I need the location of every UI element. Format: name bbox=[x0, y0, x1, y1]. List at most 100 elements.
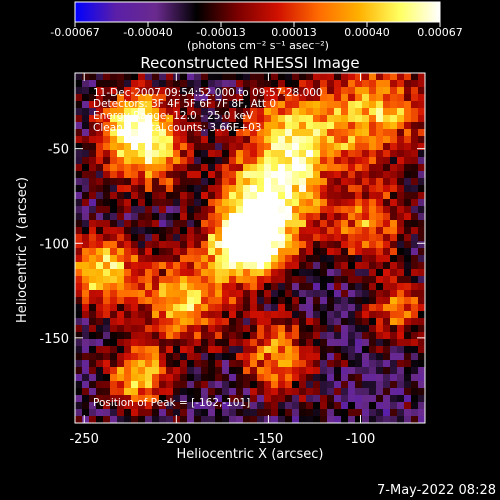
heatmap-cell bbox=[194, 325, 202, 333]
heatmap-cell bbox=[306, 283, 314, 291]
heatmap-cell bbox=[355, 346, 363, 354]
heatmap-cell bbox=[271, 80, 279, 88]
heatmap-cell bbox=[96, 241, 104, 249]
heatmap-cell bbox=[271, 94, 279, 102]
heatmap-cell bbox=[418, 388, 426, 396]
heatmap-cell bbox=[292, 101, 300, 109]
heatmap-cell bbox=[278, 276, 286, 284]
heatmap-cell bbox=[327, 157, 335, 165]
heatmap-cell bbox=[320, 304, 328, 312]
heatmap-cell bbox=[362, 283, 370, 291]
heatmap-cell bbox=[327, 87, 335, 95]
heatmap-cell bbox=[89, 178, 97, 186]
heatmap-cell bbox=[187, 101, 195, 109]
heatmap-cell bbox=[250, 255, 258, 263]
heatmap-cell bbox=[82, 73, 90, 81]
heatmap-cell bbox=[313, 339, 321, 347]
heatmap-cell bbox=[145, 353, 153, 361]
heatmap-cell bbox=[166, 353, 174, 361]
heatmap-cell bbox=[404, 206, 412, 214]
heatmap-cell bbox=[257, 129, 265, 137]
heatmap-cell bbox=[271, 101, 279, 109]
heatmap-cell bbox=[124, 297, 132, 305]
heatmap-cell bbox=[208, 262, 216, 270]
heatmap-cell bbox=[250, 73, 258, 81]
heatmap-cell bbox=[278, 227, 286, 235]
heatmap-cell bbox=[299, 94, 307, 102]
heatmap-cell bbox=[103, 80, 111, 88]
heatmap-cell bbox=[117, 269, 125, 277]
heatmap-cell bbox=[285, 248, 293, 256]
heatmap-cell bbox=[299, 346, 307, 354]
heatmap-cell bbox=[369, 262, 377, 270]
heatmap-cell bbox=[404, 234, 412, 242]
heatmap-cell bbox=[173, 171, 181, 179]
heatmap-cell bbox=[250, 395, 258, 403]
heatmap-cell bbox=[285, 164, 293, 172]
heatmap-cell bbox=[180, 297, 188, 305]
heatmap-cell bbox=[313, 381, 321, 389]
heatmap-cell bbox=[201, 269, 209, 277]
heatmap-cell bbox=[327, 395, 335, 403]
heatmap-cell bbox=[299, 80, 307, 88]
heatmap-cell bbox=[152, 269, 160, 277]
heatmap-cell bbox=[138, 332, 146, 340]
heatmap-cell bbox=[292, 185, 300, 193]
heatmap-cell bbox=[418, 262, 426, 270]
heatmap-cell bbox=[75, 290, 83, 298]
heatmap-cell bbox=[418, 269, 426, 277]
heatmap-cell bbox=[257, 269, 265, 277]
heatmap-cell bbox=[117, 171, 125, 179]
heatmap-cell bbox=[313, 402, 321, 410]
heatmap-cell bbox=[348, 108, 356, 116]
heatmap-cell bbox=[313, 311, 321, 319]
heatmap-cell bbox=[145, 143, 153, 151]
heatmap-cell bbox=[201, 73, 209, 81]
heatmap-cell bbox=[194, 311, 202, 319]
heatmap-cell bbox=[369, 248, 377, 256]
heatmap-cell bbox=[334, 269, 342, 277]
heatmap-cell bbox=[250, 192, 258, 200]
heatmap-cell bbox=[110, 402, 118, 410]
heatmap-cell bbox=[110, 108, 118, 116]
heatmap-cell bbox=[82, 157, 90, 165]
heatmap-cell bbox=[285, 276, 293, 284]
heatmap-cell bbox=[292, 346, 300, 354]
heatmap-cell bbox=[96, 73, 104, 81]
heatmap-cell bbox=[194, 171, 202, 179]
heatmap-cell bbox=[306, 73, 314, 81]
heatmap-cell bbox=[194, 395, 202, 403]
heatmap-cell bbox=[243, 129, 251, 137]
heatmap-cell bbox=[369, 164, 377, 172]
heatmap-cell bbox=[320, 136, 328, 144]
heatmap-cell bbox=[103, 227, 111, 235]
heatmap-cell bbox=[243, 220, 251, 228]
heatmap-cell bbox=[236, 185, 244, 193]
heatmap-cell bbox=[355, 101, 363, 109]
heatmap-cell bbox=[285, 346, 293, 354]
heatmap-cell bbox=[138, 101, 146, 109]
heatmap-cell bbox=[222, 73, 230, 81]
heatmap-cell bbox=[397, 136, 405, 144]
heatmap-cell bbox=[96, 416, 104, 424]
heatmap-cell bbox=[362, 297, 370, 305]
heatmap-cell bbox=[411, 206, 419, 214]
heatmap-cell bbox=[313, 262, 321, 270]
heatmap-cell bbox=[96, 234, 104, 242]
heatmap-cell bbox=[397, 192, 405, 200]
heatmap-cell bbox=[159, 353, 167, 361]
colorbar-tick-label: -0.00013 bbox=[196, 26, 245, 39]
heatmap-cell bbox=[215, 101, 223, 109]
heatmap-cell bbox=[376, 248, 384, 256]
heatmap-cell bbox=[215, 395, 223, 403]
heatmap-cell bbox=[313, 409, 321, 417]
heatmap-cell bbox=[138, 381, 146, 389]
heatmap-cell bbox=[152, 234, 160, 242]
heatmap-cell bbox=[369, 325, 377, 333]
heatmap-cell bbox=[257, 206, 265, 214]
heatmap-cell bbox=[124, 143, 132, 151]
heatmap-cell bbox=[306, 115, 314, 123]
heatmap-cell bbox=[334, 157, 342, 165]
heatmap-cell bbox=[117, 367, 125, 375]
heatmap-cell bbox=[376, 332, 384, 340]
